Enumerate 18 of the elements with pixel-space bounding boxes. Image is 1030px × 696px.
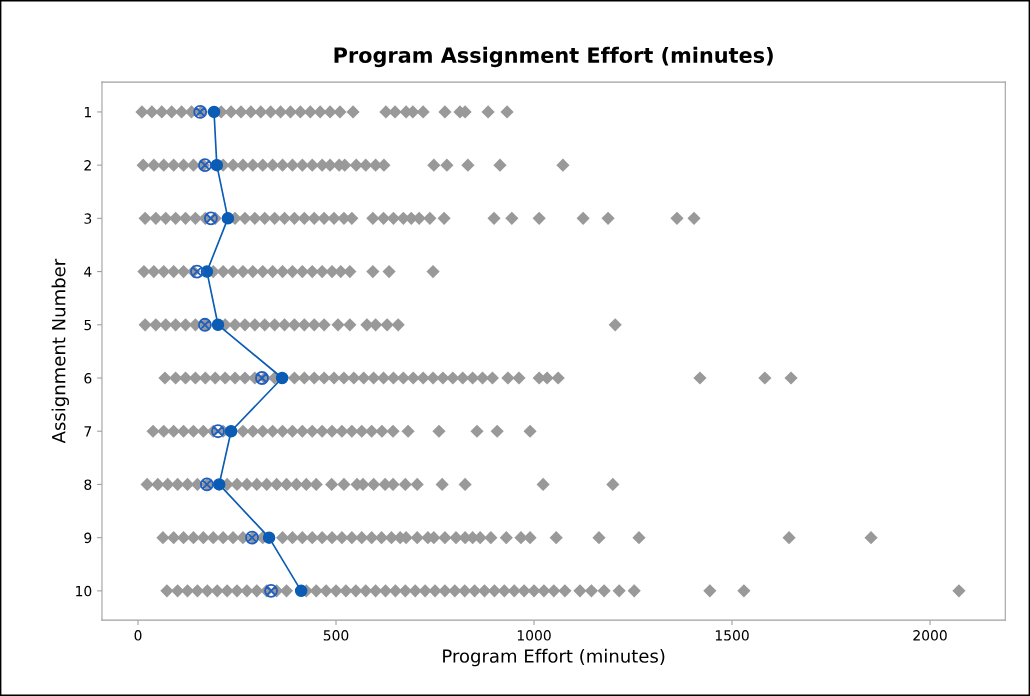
x-tick-label: 0 — [134, 630, 142, 641]
y-tick-label: 10 — [76, 585, 92, 597]
x-tick-label: 1500 — [715, 630, 749, 641]
y-tick-label: 6 — [84, 372, 92, 384]
y-tick-label: 3 — [84, 213, 92, 224]
y-tick-label: 9 — [84, 532, 92, 544]
y-tick-label: 5 — [84, 319, 92, 331]
chart-title: Program Assignment Effort (minutes) — [334, 46, 773, 68]
x-tick-label: 500 — [323, 630, 349, 641]
y-tick-label: 4 — [84, 266, 92, 277]
y-tick-label: 7 — [84, 426, 92, 437]
y-tick-label: 2 — [84, 160, 91, 171]
y-tick-label: 8 — [84, 479, 92, 490]
x-tick-label: 1000 — [517, 630, 551, 641]
y-tick-label: 1 — [84, 107, 91, 118]
y-axis-title: Assignment Number — [51, 258, 70, 444]
x-tick-label: 2000 — [913, 630, 947, 641]
x-axis-title: Program Effort (minutes) — [443, 648, 665, 667]
